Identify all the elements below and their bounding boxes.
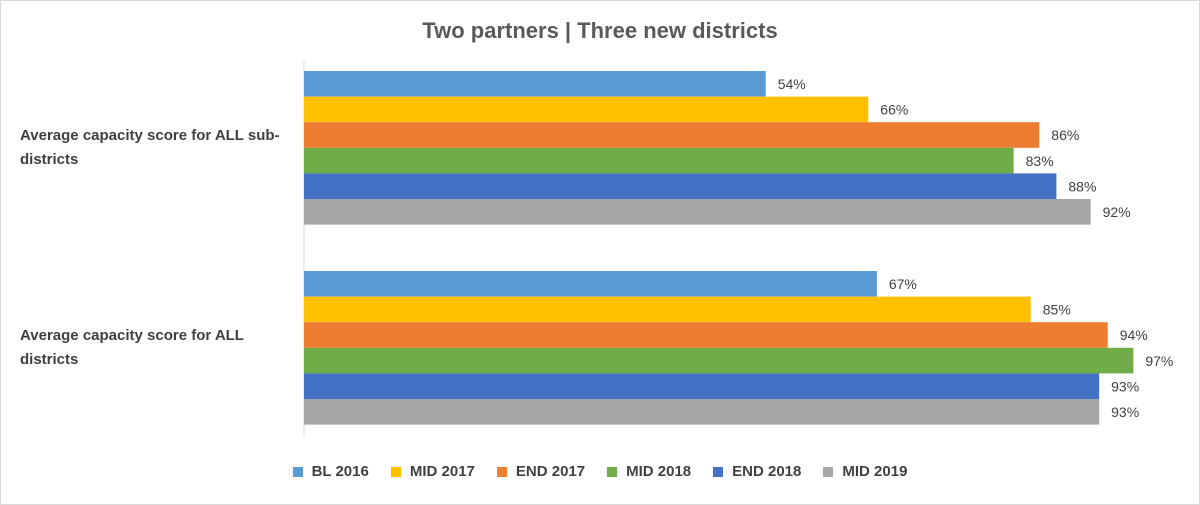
data-label: 85% (1043, 302, 1071, 318)
legend: BL 2016 MID 2017 END 2017 MID 2018 END 2018 M… (0, 463, 1200, 480)
bar-end-2017-cat1 (304, 322, 1108, 348)
legend-swatch (390, 466, 401, 477)
bar-end-2018-cat1 (304, 373, 1100, 399)
bar-mid-2017-cat1 (304, 296, 1031, 323)
bar-mid-2018-cat1 (304, 347, 1134, 374)
legend-swatch (607, 466, 618, 477)
data-label: 67% (889, 276, 917, 292)
data-label: 54% (778, 76, 806, 92)
data-label: 86% (1051, 127, 1079, 143)
legend-swatch (713, 466, 724, 477)
bar-bl-2016-cat0 (304, 71, 766, 97)
bar-bl-2016-cat1 (304, 271, 877, 297)
data-label: 66% (880, 102, 908, 118)
bar-mid-2019-cat1 (304, 399, 1100, 425)
legend-swatch (823, 466, 834, 477)
legend-label: MID 2017 (409, 463, 475, 480)
bar-mid-2017-cat0 (304, 96, 869, 123)
bar-mid-2019-cat0 (304, 199, 1091, 225)
legend-label: MID 2019 (842, 463, 908, 480)
legend-item: END 2018 (713, 463, 801, 480)
data-label: 83% (1026, 153, 1054, 169)
data-label: 93% (1111, 404, 1139, 420)
legend-label: END 2017 (515, 463, 586, 480)
data-label: 93% (1111, 378, 1139, 394)
data-label: 92% (1103, 204, 1131, 220)
legend-label: END 2018 (732, 463, 802, 480)
category-label-districts: Average capacity score for ALL districts (20, 327, 244, 368)
legend-label: MID 2018 (626, 463, 692, 480)
bar-end-2018-cat0 (304, 173, 1057, 199)
legend-item: MID 2019 (823, 463, 907, 480)
category-label-sub-districts: Average capacity score for ALL sub-distr… (20, 127, 280, 168)
legend-item: BL 2016 (292, 463, 369, 480)
legend-swatch (292, 466, 303, 477)
legend-item: MID 2017 (390, 463, 475, 480)
chart-title: Two partners | Three new districts (422, 18, 778, 43)
data-label: 97% (1145, 353, 1173, 369)
legend-swatch (496, 466, 507, 477)
legend-item: MID 2018 (607, 463, 691, 480)
bar-mid-2018-cat0 (304, 147, 1014, 174)
data-label: 88% (1068, 178, 1096, 194)
legend-label: BL 2016 (311, 463, 369, 480)
data-label: 94% (1120, 327, 1148, 343)
bar-end-2017-cat0 (304, 122, 1040, 148)
legend-item: END 2017 (496, 463, 586, 480)
